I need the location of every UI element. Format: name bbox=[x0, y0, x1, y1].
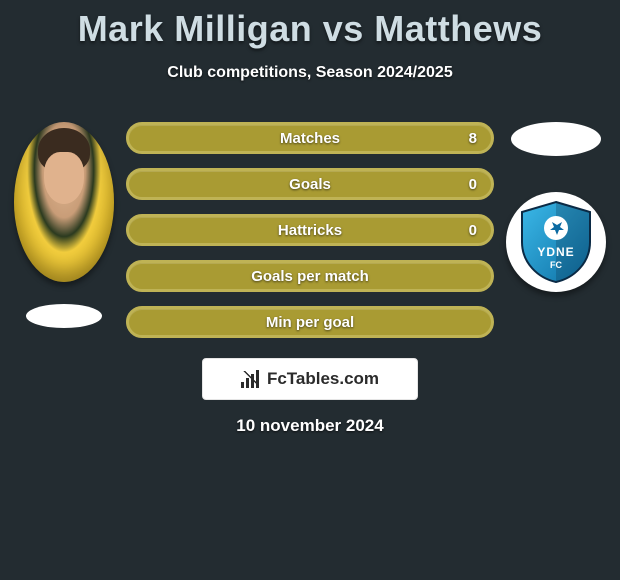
page-title: Mark Milligan vs Matthews bbox=[0, 0, 620, 50]
club-logo-right: YDNE FC bbox=[506, 192, 606, 292]
player-photo-left bbox=[14, 122, 114, 282]
svg-text:FC: FC bbox=[550, 260, 562, 270]
stat-pill-goals: Goals 0 bbox=[126, 168, 494, 200]
brand-badge: FcTables.com bbox=[202, 358, 418, 400]
stat-pill-matches: Matches 8 bbox=[126, 122, 494, 154]
svg-text:YDNE: YDNE bbox=[537, 245, 574, 259]
chart-bars-icon bbox=[241, 370, 261, 388]
stat-pill-goals-per-match: Goals per match bbox=[126, 260, 494, 292]
subtitle: Club competitions, Season 2024/2025 bbox=[0, 64, 620, 82]
blank-oval-right-top bbox=[511, 122, 601, 156]
stat-label: Min per goal bbox=[266, 314, 354, 331]
comparison-content: Matches 8 Goals 0 Hattricks 0 Goals per … bbox=[0, 122, 620, 338]
stat-label: Matches bbox=[280, 130, 340, 147]
stats-pills: Matches 8 Goals 0 Hattricks 0 Goals per … bbox=[120, 122, 500, 338]
stat-right-value: 8 bbox=[469, 130, 477, 147]
stat-label: Goals bbox=[289, 176, 331, 193]
club-shield-icon: YDNE FC bbox=[518, 200, 594, 284]
stat-right-value: 0 bbox=[469, 176, 477, 193]
left-column bbox=[0, 122, 120, 328]
stat-label: Goals per match bbox=[251, 268, 369, 285]
stat-pill-min-per-goal: Min per goal bbox=[126, 306, 494, 338]
blank-oval-left-bottom bbox=[26, 304, 102, 328]
right-column: YDNE FC bbox=[500, 122, 620, 292]
date-text: 10 november 2024 bbox=[0, 416, 620, 436]
stat-label: Hattricks bbox=[278, 222, 342, 239]
stat-right-value: 0 bbox=[469, 222, 477, 239]
stat-pill-hattricks: Hattricks 0 bbox=[126, 214, 494, 246]
brand-text: FcTables.com bbox=[267, 369, 379, 389]
